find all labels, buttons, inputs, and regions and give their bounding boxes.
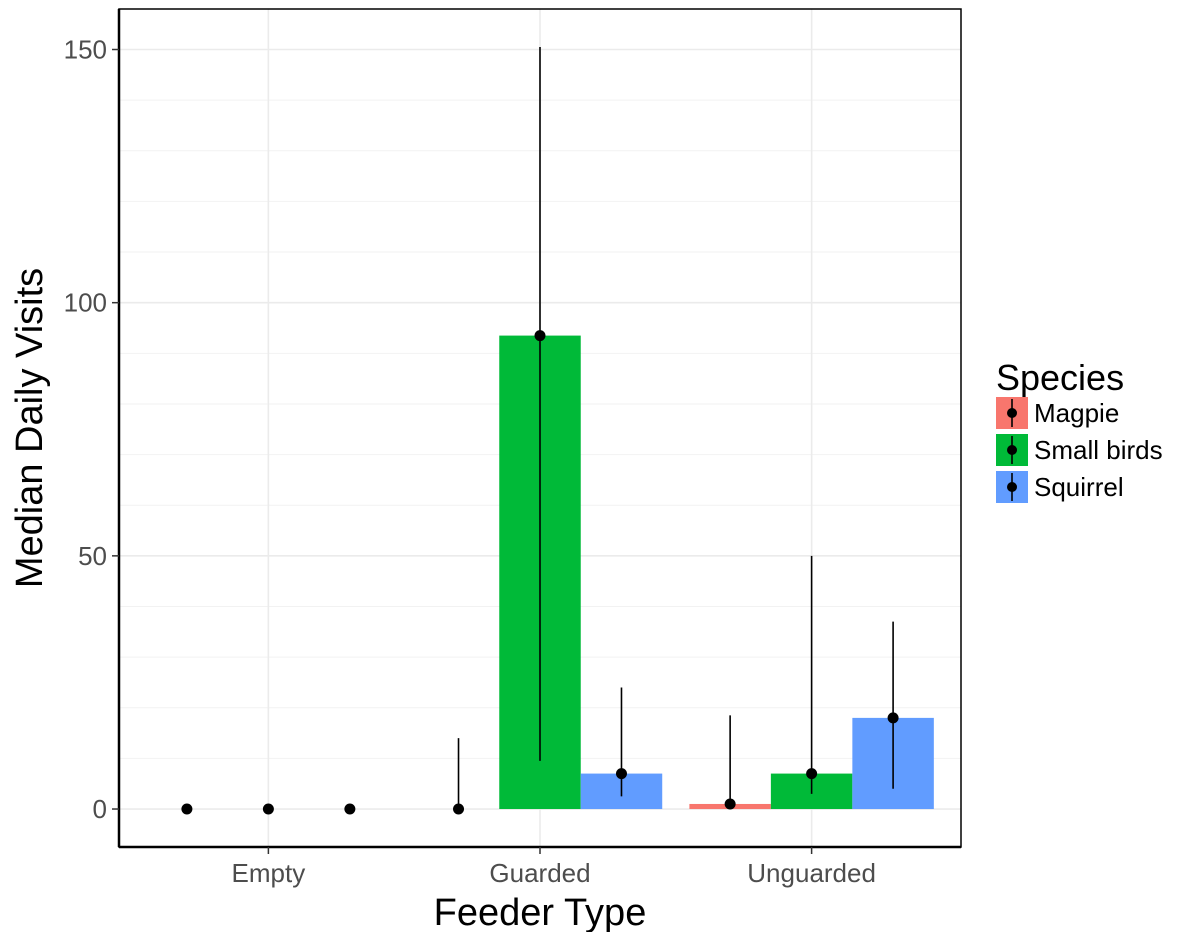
- median-point: [806, 768, 818, 780]
- legend-title: Species: [996, 357, 1124, 398]
- y-axis-ticks: 0 50 100 150: [64, 35, 119, 824]
- x-tick-label: Guarded: [489, 858, 590, 888]
- y-axis-title: Median Daily Visits: [9, 268, 51, 588]
- error-bars: [181, 46, 899, 815]
- x-tick-label: Empty: [232, 858, 306, 888]
- legend-label-magpie: Magpie: [1034, 398, 1119, 428]
- x-axis-ticks: Empty Guarded Unguarded: [232, 847, 876, 888]
- x-tick-label: Unguarded: [747, 858, 876, 888]
- median-point: [615, 768, 627, 780]
- legend-key-point: [1007, 482, 1017, 492]
- median-point: [724, 798, 736, 810]
- median-point: [453, 803, 465, 815]
- median-point: [181, 803, 193, 815]
- y-tick-label: 150: [64, 35, 107, 65]
- legend-key-point: [1007, 408, 1017, 418]
- y-tick-label: 100: [64, 288, 107, 318]
- legend: Species Magpie Small birds Squirrel: [996, 357, 1163, 503]
- median-point: [262, 803, 274, 815]
- y-tick-label: 0: [93, 794, 107, 824]
- median-point: [887, 712, 899, 724]
- legend-label-small-birds: Small birds: [1034, 435, 1163, 465]
- median-point: [344, 803, 356, 815]
- legend-label-squirrel: Squirrel: [1034, 472, 1124, 502]
- legend-key-point: [1007, 445, 1017, 455]
- median-point: [534, 330, 546, 342]
- y-tick-label: 50: [78, 541, 107, 571]
- bars: [499, 335, 934, 810]
- x-axis-title: Feeder Type: [434, 892, 647, 932]
